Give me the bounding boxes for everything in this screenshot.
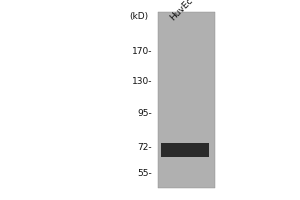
Text: 95-: 95- — [137, 108, 152, 117]
Text: 130-: 130- — [131, 77, 152, 86]
Bar — [161, 143, 209, 157]
Text: 170-: 170- — [131, 47, 152, 56]
Text: 72-: 72- — [137, 144, 152, 152]
Text: (kD): (kD) — [129, 12, 148, 21]
Text: 55-: 55- — [137, 170, 152, 178]
Text: HuvEc: HuvEc — [169, 0, 195, 22]
Bar — [158, 12, 215, 188]
